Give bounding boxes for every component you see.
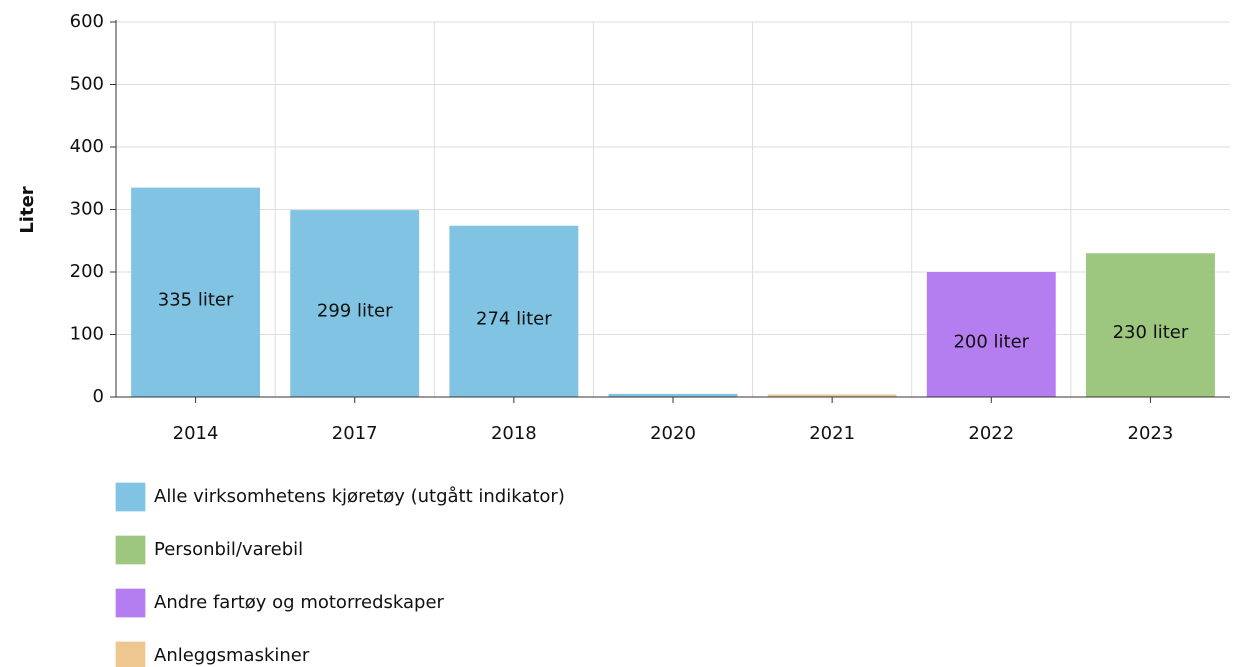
x-tick-label: 2017 [332,423,378,444]
y-tick-label: 400 [70,136,104,157]
data-label: 200 liter [953,332,1029,353]
legend-swatch [115,588,146,618]
legend-label: Anleggsmaskiner [154,645,310,666]
bar [290,210,420,397]
legend-swatch [115,482,146,512]
data-label: 274 liter [476,308,552,329]
y-axis-label: Liter [17,186,38,233]
bar [767,394,897,397]
data-label: 335 liter [158,289,234,310]
y-tick-label: 300 [70,199,104,220]
y-tick-label: 100 [70,324,104,345]
bar [131,187,261,397]
data-label: 230 liter [1113,322,1189,343]
legend-swatch [115,641,146,667]
legend-label: Alle virksomhetens kjøretøy (utgått indi… [154,486,565,507]
y-tick-label: 0 [93,386,104,407]
bar [449,225,579,397]
x-tick-label: 2014 [173,423,219,444]
bar [608,393,738,397]
x-tick-label: 2020 [650,423,696,444]
legend-swatch [115,535,146,565]
data-label: 299 liter [317,301,393,322]
legend-label: Personbil/varebil [154,539,303,560]
x-tick-label: 2021 [809,423,855,444]
x-tick-label: 2022 [968,423,1014,444]
x-tick-label: 2018 [491,423,537,444]
y-tick-label: 200 [70,261,104,282]
bar [926,272,1056,397]
legend-label: Andre fartøy og motorredskaper [154,592,445,613]
y-tick-label: 500 [70,74,104,95]
y-tick-label: 600 [70,11,104,32]
x-tick-label: 2023 [1128,423,1174,444]
bar [1085,253,1215,397]
